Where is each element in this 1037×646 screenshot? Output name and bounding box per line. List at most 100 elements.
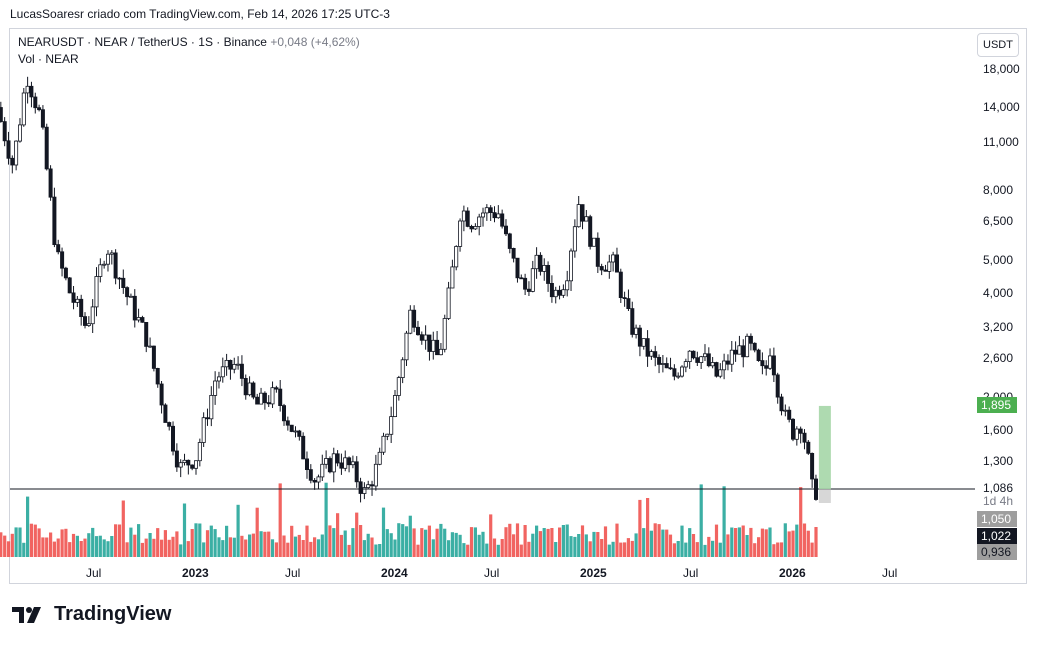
volume-bar: [106, 541, 110, 557]
candle-body: [285, 420, 290, 426]
candle-body: [117, 277, 122, 280]
candle-body: [465, 210, 470, 227]
candle-body: [109, 252, 114, 255]
volume-bar: [515, 523, 520, 557]
volume-bar: [186, 541, 190, 557]
volume-bar: [389, 533, 393, 557]
candle-body: [10, 157, 15, 166]
volume-bar: [45, 537, 49, 557]
volume-bar: [385, 529, 389, 557]
candle-body: [645, 338, 650, 357]
volume-bar: [408, 515, 412, 557]
long-position-stop-zone[interactable]: [818, 489, 831, 503]
price-change: +0,048 (+4,62%): [270, 35, 360, 49]
volume-bar: [600, 539, 604, 557]
bar-countdown: 1d 4h: [983, 494, 1014, 508]
volume-bar: [297, 534, 301, 557]
candle-body: [247, 382, 252, 396]
volume-bar: [546, 528, 550, 557]
candle-body: [710, 362, 715, 367]
x-tick-label: Jul: [683, 566, 699, 580]
candle-body: [186, 459, 191, 466]
candle-body: [37, 107, 42, 111]
candle-body: [438, 348, 443, 356]
candle-body: [806, 441, 811, 454]
volume-bar: [378, 544, 382, 557]
candle-body: [519, 277, 524, 280]
candle-body: [358, 481, 363, 494]
volume-bar: [286, 542, 290, 557]
candle-body: [691, 350, 696, 359]
volume-bar: [359, 525, 363, 557]
candle-body: [182, 459, 187, 463]
candle-body: [768, 355, 773, 369]
volume-bar: [68, 542, 72, 557]
volume-bar: [496, 544, 500, 557]
volume-bar: [481, 531, 485, 557]
candle-body: [6, 140, 11, 159]
candle-body: [320, 463, 325, 478]
candle-body: [810, 452, 815, 480]
candle-body: [213, 380, 218, 396]
candle-body: [603, 269, 608, 272]
volume-bar: [64, 528, 68, 557]
candle-body: [557, 289, 562, 296]
volume-bar: [3, 535, 7, 557]
candle-body: [492, 212, 497, 219]
volume-bar: [768, 527, 772, 557]
volume-bar: [209, 525, 213, 557]
volume-bar: [248, 534, 252, 557]
candle-body: [649, 351, 654, 357]
candle-body: [408, 309, 413, 334]
volume-bar: [699, 484, 703, 557]
last-price-tag: 1,895: [977, 397, 1017, 413]
candle-body: [737, 345, 742, 355]
volume-bar: [764, 529, 768, 557]
volume-bar: [527, 541, 531, 557]
candle-body: [427, 334, 432, 352]
volume-bar: [309, 541, 313, 557]
candle-body: [480, 212, 485, 218]
candle-body: [484, 207, 489, 214]
volume-bar: [56, 538, 60, 557]
volume-bar: [129, 527, 133, 557]
volume-bar: [684, 542, 688, 557]
volume-bar: [626, 538, 630, 557]
long-position-profit-zone[interactable]: [818, 405, 831, 489]
volume-bar: [814, 527, 818, 557]
x-tick-label: Jul: [285, 566, 301, 580]
candle-body: [385, 433, 390, 437]
candle-body: [381, 435, 386, 453]
candle-body: [167, 422, 172, 427]
volume-bar: [607, 544, 611, 557]
candle-body: [2, 121, 7, 142]
volume-bar: [454, 532, 458, 557]
volume-bar: [558, 527, 562, 557]
x-tick-label: Jul: [882, 566, 898, 580]
volume-bar: [137, 524, 141, 557]
volume-bar: [171, 536, 175, 557]
volume-bar: [374, 544, 378, 557]
volume-bar: [343, 530, 347, 557]
candle-body: [262, 392, 267, 404]
candle-body: [458, 220, 463, 247]
currency-button[interactable]: USDT: [977, 33, 1019, 57]
volume-bar: [730, 527, 734, 557]
candle-body: [419, 334, 424, 341]
volume-bar: [672, 543, 676, 557]
y-tick-label: 1,600: [983, 423, 1014, 438]
candle-body: [102, 263, 107, 266]
volume-bar: [810, 542, 814, 557]
volume-bar: [267, 531, 271, 557]
candle-body: [680, 366, 685, 377]
volume-bar: [642, 528, 646, 557]
volume-bar: [745, 535, 749, 557]
volume-bar: [550, 528, 554, 557]
volume-bar: [83, 538, 87, 557]
volume-bar: [726, 534, 730, 557]
volume-bar: [588, 541, 592, 557]
candle-body: [304, 458, 309, 470]
candle-body: [209, 394, 214, 420]
price-label-tag: 1,022: [977, 528, 1017, 544]
